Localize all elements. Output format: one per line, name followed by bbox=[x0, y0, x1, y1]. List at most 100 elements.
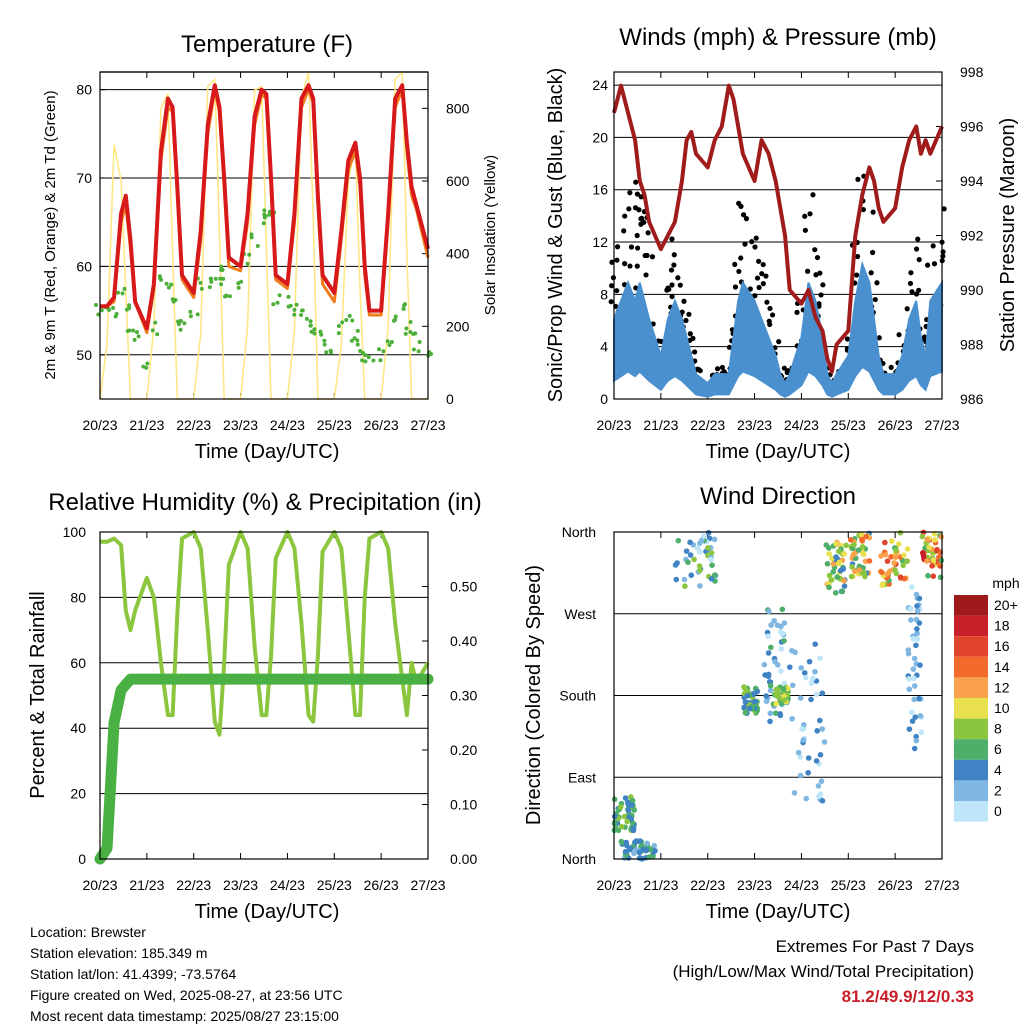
dewpoint-point bbox=[286, 304, 291, 309]
y-tick-label: 100 bbox=[63, 524, 87, 540]
direction-point bbox=[626, 814, 632, 820]
y-right-tick-label: 800 bbox=[446, 100, 470, 116]
x-tick-label: 26/23 bbox=[878, 877, 913, 893]
gust-point bbox=[675, 275, 681, 281]
x-tick-label: 20/23 bbox=[596, 417, 631, 433]
gust-point bbox=[608, 283, 615, 289]
direction-point bbox=[672, 562, 679, 568]
direction-point bbox=[786, 664, 793, 670]
dewpoint-point bbox=[401, 306, 406, 311]
x-tick-label: 23/23 bbox=[223, 417, 258, 433]
gust-point bbox=[719, 364, 725, 371]
gust-point bbox=[760, 261, 766, 268]
direction-point bbox=[742, 709, 749, 716]
direction-point bbox=[791, 790, 798, 796]
dewpoint-point bbox=[381, 349, 386, 354]
dewpoint-point bbox=[219, 264, 224, 269]
dewpoint-point bbox=[169, 282, 174, 287]
gust-point bbox=[732, 284, 739, 290]
precip-line bbox=[94, 673, 434, 865]
direction-point bbox=[696, 563, 703, 569]
dewpoint-point bbox=[136, 334, 141, 339]
gust-point bbox=[896, 332, 902, 338]
direction-point bbox=[884, 571, 891, 577]
direction-point bbox=[817, 717, 823, 724]
direction-point bbox=[913, 737, 920, 744]
dewpoint-point bbox=[294, 302, 299, 307]
gust-point bbox=[785, 368, 791, 374]
direction-point bbox=[908, 617, 914, 623]
plot-frame bbox=[613, 71, 943, 400]
direction-point bbox=[893, 547, 899, 554]
dewpoint-point bbox=[403, 331, 408, 336]
direction-point bbox=[847, 536, 854, 543]
dewpoint-point bbox=[182, 321, 187, 326]
direction-point bbox=[705, 529, 712, 536]
gust-point bbox=[634, 232, 640, 239]
direction-point bbox=[622, 848, 629, 855]
y-tick-label: 8 bbox=[600, 286, 608, 302]
dewpoint-point bbox=[340, 320, 345, 325]
direction-point bbox=[618, 823, 625, 830]
direction-point bbox=[800, 737, 807, 743]
direction-point bbox=[687, 539, 693, 546]
x-tick-label: 21/23 bbox=[643, 417, 678, 433]
direction-point bbox=[624, 818, 630, 825]
direction-point bbox=[863, 533, 870, 540]
gust-point bbox=[759, 271, 765, 277]
dewpoint-point bbox=[319, 332, 324, 337]
direction-point bbox=[916, 695, 922, 702]
gust-point bbox=[888, 364, 894, 370]
direction-point bbox=[826, 551, 832, 557]
dewpoint-point bbox=[249, 235, 254, 240]
direction-point bbox=[636, 855, 643, 861]
colorbar-tick-label: 2 bbox=[994, 782, 1002, 798]
y-right-tick-label: 0.10 bbox=[450, 797, 477, 813]
direction-point bbox=[914, 636, 921, 642]
gust-point bbox=[870, 249, 876, 256]
direction-point bbox=[917, 713, 924, 719]
direction-point bbox=[878, 553, 884, 559]
chart-temperature: Temperature (F) Time (Day/UTC) 2m & 9m T (… bbox=[42, 31, 499, 463]
dewpoint-point bbox=[255, 244, 260, 249]
x-tick-label: 26/23 bbox=[364, 417, 399, 433]
dewpoint-point bbox=[125, 328, 130, 333]
gust-point bbox=[767, 305, 773, 312]
direction-point bbox=[781, 638, 787, 644]
dewpoint-point bbox=[366, 355, 371, 360]
direction-point bbox=[631, 850, 637, 857]
direction-point bbox=[815, 783, 822, 789]
direction-point bbox=[763, 693, 769, 699]
direction-point bbox=[821, 739, 828, 745]
gust-point bbox=[854, 272, 860, 278]
dewpoint-point bbox=[208, 276, 213, 281]
gust-point bbox=[614, 244, 621, 250]
gust-point bbox=[609, 259, 615, 265]
x-tick-label: 25/23 bbox=[317, 877, 352, 893]
direction-point bbox=[801, 722, 807, 728]
direction-point bbox=[836, 559, 843, 566]
direction-point bbox=[694, 545, 701, 551]
y-right-tick-label: 0 bbox=[446, 391, 454, 407]
colorbar-swatch bbox=[954, 780, 988, 801]
direction-point bbox=[742, 699, 749, 705]
gust-point bbox=[753, 235, 759, 241]
gust-point bbox=[614, 288, 620, 294]
colorbar-swatch bbox=[954, 615, 988, 637]
x-tick-label: 25/23 bbox=[317, 417, 352, 433]
dewpoint-point bbox=[389, 339, 394, 344]
direction-point bbox=[768, 622, 774, 628]
gust-point bbox=[872, 296, 878, 303]
direction-point bbox=[683, 548, 690, 554]
colorbar-tick-label: 16 bbox=[994, 638, 1010, 654]
direction-point bbox=[828, 577, 835, 583]
gust-point bbox=[747, 286, 753, 292]
dewpoint-point bbox=[207, 285, 212, 290]
x-tick-label: 20/23 bbox=[82, 417, 117, 433]
dewpoint-point bbox=[271, 302, 276, 307]
x-tick-label: 27/23 bbox=[410, 417, 445, 433]
direction-point bbox=[907, 606, 914, 612]
gust-point bbox=[608, 299, 614, 305]
direction-point bbox=[909, 584, 915, 590]
direction-point bbox=[813, 691, 820, 698]
